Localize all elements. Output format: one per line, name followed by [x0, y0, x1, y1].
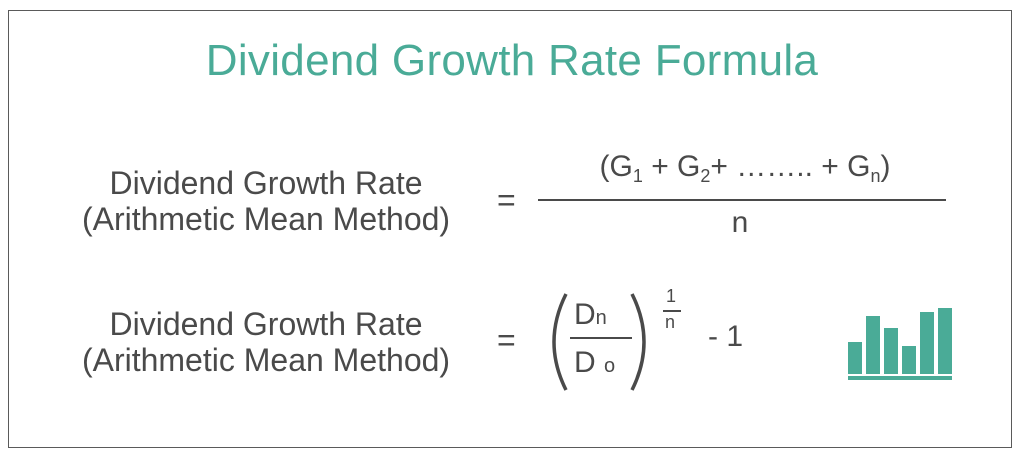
page-title: Dividend Growth Rate Formula — [205, 36, 819, 85]
formula2-numerator-sub: n — [595, 307, 607, 329]
formula1-plus1: + G — [642, 150, 701, 183]
formula1-equals: = — [497, 182, 516, 218]
figure-frame — [8, 10, 1012, 448]
formula2-numerator: Dn — [574, 298, 607, 332]
formula1-label: Dividend Growth Rate (Arithmetic Mean Me… — [26, 165, 506, 237]
formula2-label: Dividend Growth Rate (Arithmetic Mean Me… — [26, 306, 506, 378]
formula1-subn: n — [870, 166, 881, 186]
formula2-label-line1: Dividend Growth Rate — [109, 306, 423, 342]
formula2-equals: = — [497, 322, 516, 358]
formula1-numerator-close: ) — [880, 150, 891, 183]
formula2-exponent-bar — [663, 310, 681, 312]
formula1-numerator-open: (G — [599, 150, 633, 183]
formula1-middle: + …….. + G — [710, 150, 871, 183]
bar-chart-icon — [848, 308, 952, 380]
formula1-label-line1: Dividend Growth Rate — [109, 165, 423, 201]
formula1-sub1: 1 — [632, 166, 643, 186]
formula2-exponent-denominator: n — [665, 312, 676, 332]
formula1-denominator: n — [731, 206, 749, 239]
formula2-exponent-numerator: 1 — [666, 286, 677, 306]
formula2-denominator-base: D — [574, 346, 596, 379]
formula2-fraction-bar — [570, 337, 632, 339]
formula2-denominator-sub: o — [604, 355, 616, 377]
formula2-denominator: D o — [574, 346, 615, 380]
formula2-right-paren — [630, 293, 646, 391]
formula2-numerator-base: D — [574, 298, 596, 331]
formula2-left-paren — [552, 293, 568, 391]
formula2-tail: - 1 — [708, 320, 744, 353]
formula1-label-line2: (Arithmetic Mean Method) — [81, 201, 451, 237]
formula1-numerator: (G1 + G2+ …….. + Gn) — [540, 150, 950, 187]
formula1-fraction-bar — [538, 199, 946, 201]
formula1-sub2: 2 — [700, 166, 711, 186]
formula2-label-line2: (Arithmetic Mean Method) — [81, 342, 451, 378]
